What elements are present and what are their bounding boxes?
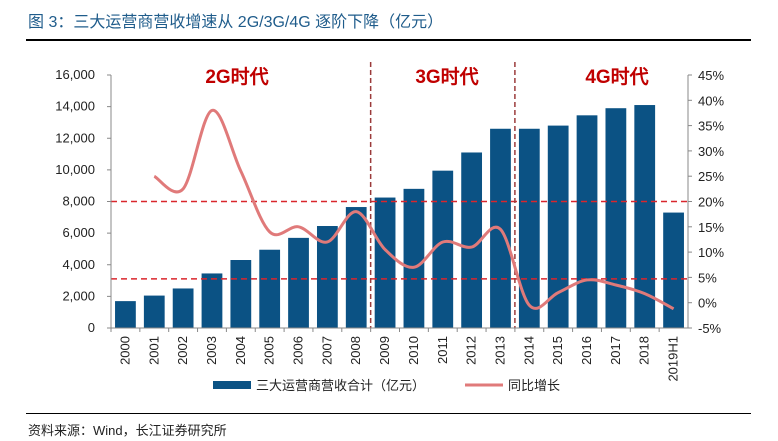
right-tick-label: 10% [698, 245, 724, 260]
era-label-2g: 2G时代 [205, 66, 268, 88]
x-tick-label: 2006 [291, 336, 306, 365]
bar-2016 [576, 115, 598, 329]
title-rule [26, 39, 751, 41]
right-tick-label: -5% [698, 321, 722, 336]
figure-title: 图 3：三大运营商营收增速从 2G/3G/4G 逐阶下降（亿元） [28, 14, 444, 31]
legend-bar-swatch [213, 381, 251, 389]
x-tick-label: 2004 [233, 336, 248, 365]
bar-2008 [345, 207, 367, 328]
left-tick-label: 14,000 [55, 99, 95, 114]
x-tick-label: 2008 [348, 336, 363, 365]
bar-2015 [547, 125, 569, 328]
era-label-3g: 3G时代 [415, 66, 478, 88]
bar-2007 [316, 226, 338, 328]
bar-2017 [605, 108, 627, 328]
x-tick-label: 2003 [204, 336, 219, 365]
left-tick-label: 4,000 [62, 257, 95, 272]
bar-2006 [288, 237, 309, 328]
x-tick-label: 2007 [319, 336, 334, 365]
right-tick-label: 40% [698, 93, 724, 108]
bar-2011 [432, 170, 454, 328]
bar-2005 [259, 249, 281, 328]
era-label-4g: 4G时代 [585, 66, 648, 88]
bar-2010 [403, 188, 425, 328]
x-tick-label: 2011 [435, 336, 450, 364]
right-tick-label: 15% [698, 220, 724, 235]
x-tick-label: 2001 [146, 336, 161, 365]
x-tick-label: 2014 [521, 336, 536, 365]
source-rule [26, 413, 751, 414]
x-tick-label: 2000 [117, 336, 132, 365]
x-tick-label: 2019H1 [666, 336, 681, 382]
x-tick-label: 2016 [579, 336, 594, 365]
right-tick-label: 20% [698, 195, 724, 210]
right-tick-label: 30% [698, 144, 724, 159]
left-tick-label: 8,000 [62, 194, 95, 209]
legend-bar-label: 三大运营商营收合计（亿元） [256, 378, 425, 393]
left-tick-label: 2,000 [62, 288, 95, 303]
left-tick-label: 6,000 [62, 225, 95, 240]
left-tick-label: 12,000 [55, 130, 95, 145]
bar-2003 [201, 273, 223, 328]
left-tick-label: 16,000 [55, 67, 95, 82]
right-tick-label: 5% [698, 270, 717, 285]
bar-2019H1 [663, 212, 684, 328]
x-tick-label: 2002 [175, 336, 190, 365]
left-tick-label: 10,000 [55, 162, 95, 177]
x-tick-label: 2010 [406, 336, 421, 365]
x-tick-label: 2017 [608, 336, 623, 365]
x-tick-label: 2009 [377, 336, 392, 365]
bar-2014 [518, 128, 540, 328]
x-tick-label: 2018 [637, 336, 652, 365]
bar-2000 [115, 301, 136, 328]
right-tick-label: 0% [698, 296, 717, 311]
x-tick-label: 2005 [262, 336, 277, 365]
legend: 三大运营商营收合计（亿元） 同比增长 [213, 378, 560, 393]
bar-2001 [143, 295, 165, 328]
bar-2009 [374, 197, 396, 328]
bar-2002 [172, 288, 194, 328]
x-tick-label: 2015 [550, 336, 565, 365]
x-tick-label: 2012 [464, 336, 479, 365]
bar-2012 [461, 152, 483, 328]
bar-2018 [634, 105, 656, 328]
right-tick-label: 45% [698, 68, 724, 83]
right-tick-label: 35% [698, 119, 724, 134]
bar-2004 [230, 260, 252, 328]
left-tick-label: 0 [88, 320, 95, 335]
x-tick-label: 2013 [492, 336, 507, 365]
right-tick-label: 25% [698, 169, 724, 184]
legend-line-label: 同比增长 [508, 378, 560, 393]
source-note: 资料来源：Wind，长江证券研究所 [28, 423, 227, 438]
